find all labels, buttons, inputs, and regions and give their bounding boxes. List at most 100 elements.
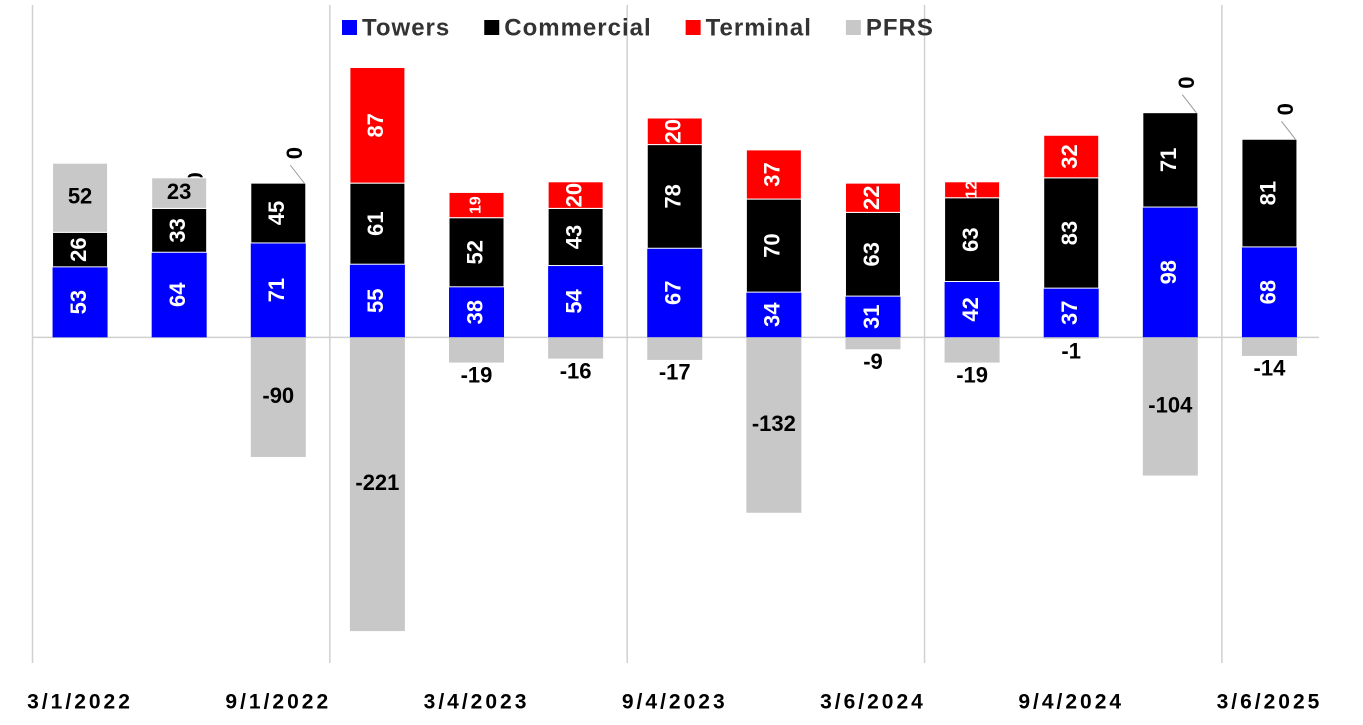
value-label: 12 [963,181,980,199]
bar-segment [250,182,307,244]
bar-segment [944,337,1000,363]
value-label: 55 [363,289,388,313]
bar-segment [745,149,802,200]
legend-swatch [342,20,357,35]
bar-segment [746,292,802,338]
legend-swatch [685,20,701,35]
value-label: 52 [462,240,487,264]
legend-label: Towers [362,14,450,41]
value-label: 34 [760,302,785,327]
leader-line [1181,94,1197,113]
bar-segment [449,337,505,363]
value-label: 70 [760,233,785,257]
value-label: 31 [859,304,884,328]
bar-segment [1241,337,1297,356]
bar-segment [448,217,505,288]
value-label: 32 [1057,144,1082,168]
value-label: 45 [264,201,289,225]
bar-segment [646,144,703,249]
value-label: 54 [561,288,586,313]
bar-segment [151,207,208,253]
x-tick-label: 3/6/2025 [1217,691,1323,714]
value-label: -221 [355,470,399,495]
bar-segment [349,264,405,338]
bar-segment [1043,337,1099,339]
bar-segment [151,177,208,209]
value-label: -9 [863,349,883,374]
bar-segment [1142,337,1198,476]
bar-segment [944,281,1000,338]
value-label: 87 [363,113,388,137]
bar-segment [349,182,406,265]
bar-segment [647,248,703,338]
legend-label: Commercial [504,14,651,41]
value-label: 20 [561,183,586,207]
value-label: -16 [560,358,592,383]
value-label: 52 [68,184,92,209]
value-label: -90 [262,383,294,408]
legend-swatch [484,20,500,35]
value-label: 0 [1174,77,1199,89]
value-label: 63 [958,227,983,251]
value-label: 26 [66,237,91,261]
bar-segment [745,198,802,293]
x-tick-label: 9/4/2023 [622,691,728,714]
bar-segment [548,337,604,359]
bar-segment [1142,207,1198,338]
value-label: 68 [1255,280,1280,304]
value-label: -132 [752,411,796,436]
bar-segment [1043,134,1100,179]
bar-segment [250,337,306,457]
bar-segment [845,296,901,338]
bar-segment [1043,288,1099,338]
x-tick-label: 9/4/2024 [1018,691,1124,714]
value-label: 71 [1156,148,1181,172]
value-label: 0 [282,147,307,159]
x-tick-label: 3/1/2022 [27,691,133,714]
value-label: 20 [661,119,686,143]
bar-segment [647,337,703,360]
bar-segment [844,211,901,297]
value-label: 78 [661,184,686,208]
value-label: -14 [1254,356,1287,381]
value-label: 0 [1273,103,1298,115]
value-label: -19 [956,362,988,387]
leader-line [289,164,305,184]
bar-segment [349,66,406,184]
legend-label: PFRS [866,14,934,41]
bar-segment [449,286,505,338]
bar-segment [52,162,109,233]
value-label: 22 [859,186,884,210]
value-label: 64 [165,282,190,307]
value-label: 43 [561,225,586,249]
value-label: 63 [859,242,884,266]
bar-segment [944,197,1001,282]
legend-label: Terminal [706,14,812,41]
x-tick-label: 9/1/2022 [225,691,331,714]
legend-swatch [845,20,861,35]
value-label: 67 [661,281,686,305]
bar-segment [844,182,901,213]
bar-segment [547,181,604,209]
value-label: 71 [264,278,289,302]
value-label: 37 [760,162,785,186]
value-label: 81 [1255,181,1280,205]
value-label: -17 [659,360,691,385]
value-label: -19 [461,362,493,387]
value-label: 61 [363,211,388,235]
leader-line [1281,120,1296,140]
bar-segment [1043,177,1100,289]
value-label: 83 [1057,221,1082,245]
value-label: 23 [167,179,191,204]
bar-segment [646,117,703,146]
value-label: 98 [1156,260,1181,284]
value-label: 33 [165,218,190,242]
bar-segment [1241,138,1298,248]
x-tick-label: 3/4/2023 [424,691,530,714]
bar-segment [845,337,901,350]
value-label: 38 [462,300,487,324]
value-label: 53 [66,290,91,314]
bar-segment [746,337,802,513]
bar-segment [52,266,108,338]
